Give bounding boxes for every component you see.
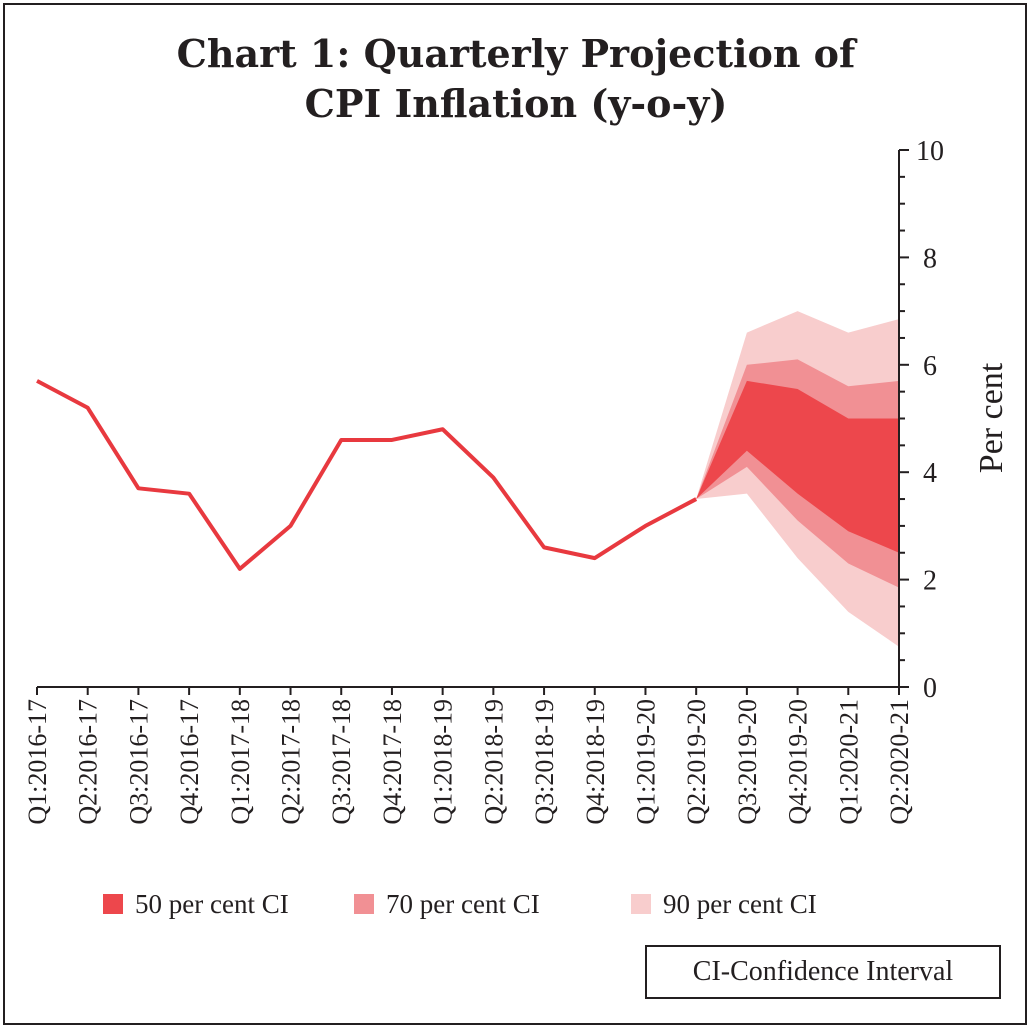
x-tick-label: Q3:2019-20	[733, 699, 762, 825]
y-tick-label: 0	[923, 673, 937, 704]
cpi-line	[36, 379, 698, 571]
legend-label-90: 90 per cent CI	[663, 888, 817, 919]
band-50-ci	[696, 380, 899, 553]
x-tick-label: Q3:2018-19	[530, 699, 559, 825]
legend-swatch-70	[354, 894, 374, 914]
y-tick-label: 2	[923, 566, 937, 597]
legend-swatch-50	[103, 894, 123, 914]
x-tick-label: Q2:2018-19	[479, 699, 508, 825]
x-tick-label: Q2:2017-18	[277, 699, 306, 825]
chart-title: Chart 1: Quarterly Projection of	[176, 31, 856, 76]
y-tick-label: 6	[923, 351, 937, 382]
x-axis: Q1:2016-17 Q2:2016-17 Q3:2016-17 Q4:2016-17…	[23, 686, 914, 825]
legend-label-50: 50 per cent CI	[135, 888, 289, 919]
x-tick-label: Q2:2016-17	[74, 699, 103, 825]
x-tick-label: Q1:2019-20	[631, 699, 660, 825]
legend-swatch-90	[631, 894, 651, 914]
y-tick-label: 8	[923, 243, 937, 274]
x-tick-label: Q1:2016-17	[23, 699, 52, 825]
confidence-bands	[696, 311, 899, 647]
cpi-series-line	[36, 379, 698, 571]
y-tick-label: 10	[916, 136, 944, 167]
x-tick-label: Q2:2020-21	[885, 699, 914, 825]
y-axis: 0 2 4 6 8 10	[898, 136, 944, 704]
x-tick-label: Q1:2020-21	[834, 699, 863, 825]
x-tick-label: Q4:2017-18	[378, 699, 407, 825]
chart-subtitle: CPI Inflation (y-o-y)	[304, 81, 728, 126]
x-tick-label: Q3:2017-18	[327, 699, 356, 825]
chart-plot: Q1:2016-17 Q2:2016-17 Q3:2016-17 Q4:2016-17…	[23, 136, 1010, 825]
y-axis-label: Per cent	[973, 362, 1010, 473]
legend-item-90: 90 per cent CI	[631, 888, 817, 920]
x-tick-label: Q4:2019-20	[784, 699, 813, 825]
x-tick-label: Q1:2017-18	[226, 699, 255, 825]
legend-label-70: 70 per cent CI	[386, 888, 540, 919]
x-tick-label: Q2:2019-20	[682, 699, 711, 825]
legend-item-50: 50 per cent CI	[103, 888, 289, 920]
x-tick-label: Q1:2018-19	[429, 699, 458, 825]
legend-item-70: 70 per cent CI	[354, 888, 540, 920]
x-tick-label: Q4:2016-17	[175, 699, 204, 825]
y-tick-label: 4	[923, 458, 937, 489]
ci-note-box: CI-Confidence Interval	[645, 945, 1001, 999]
x-tick-label: Q4:2018-19	[581, 699, 610, 825]
x-tick-label: Q3:2016-17	[124, 699, 153, 825]
